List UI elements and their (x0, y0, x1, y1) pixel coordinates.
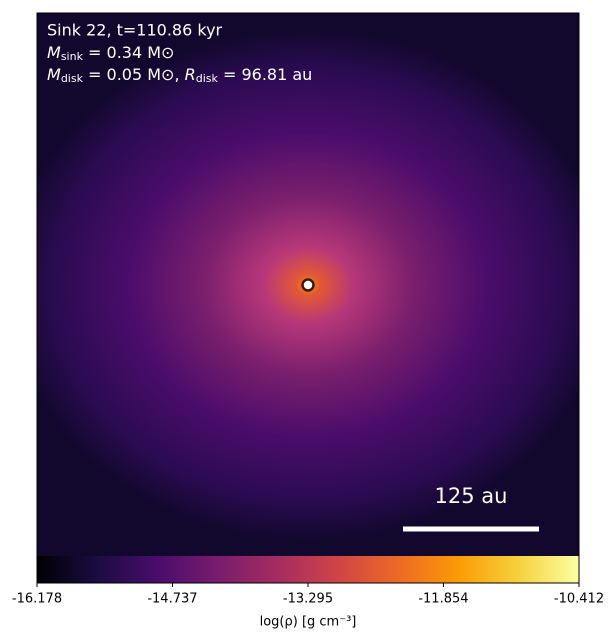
colorbar-label: log(ρ) [g cm⁻³] (260, 615, 357, 630)
colorbar-tick-label: -16.178 (12, 592, 62, 607)
disk-info: Mdisk = 0.05 M⊙, Rdisk = 96.81 au (47, 65, 312, 86)
colorbar-tick-label: -10.412 (554, 592, 604, 607)
colorbar-tick-label: -11.854 (418, 592, 468, 607)
subscript: sink (61, 50, 84, 63)
subscript: disk (61, 72, 84, 85)
text: = 0.05 M⊙, (83, 65, 185, 84)
sink-mass: Msink = 0.34 M⊙ (47, 43, 174, 64)
scale-bar-label: 125 au (435, 484, 508, 508)
colorbar (37, 556, 579, 583)
symbol: M (47, 43, 61, 62)
symbol: M (47, 65, 61, 84)
colorbar-tick-label: -14.737 (147, 592, 197, 607)
symbol: R (185, 65, 196, 84)
sink-marker (301, 278, 315, 292)
sink-label: Sink 22, t=110.86 kyr (47, 21, 223, 40)
subscript: disk (196, 72, 219, 85)
text: = 0.34 M⊙ (83, 43, 175, 62)
colorbar-tick-label: -13.295 (283, 592, 333, 607)
text: = 96.81 au (218, 65, 312, 84)
